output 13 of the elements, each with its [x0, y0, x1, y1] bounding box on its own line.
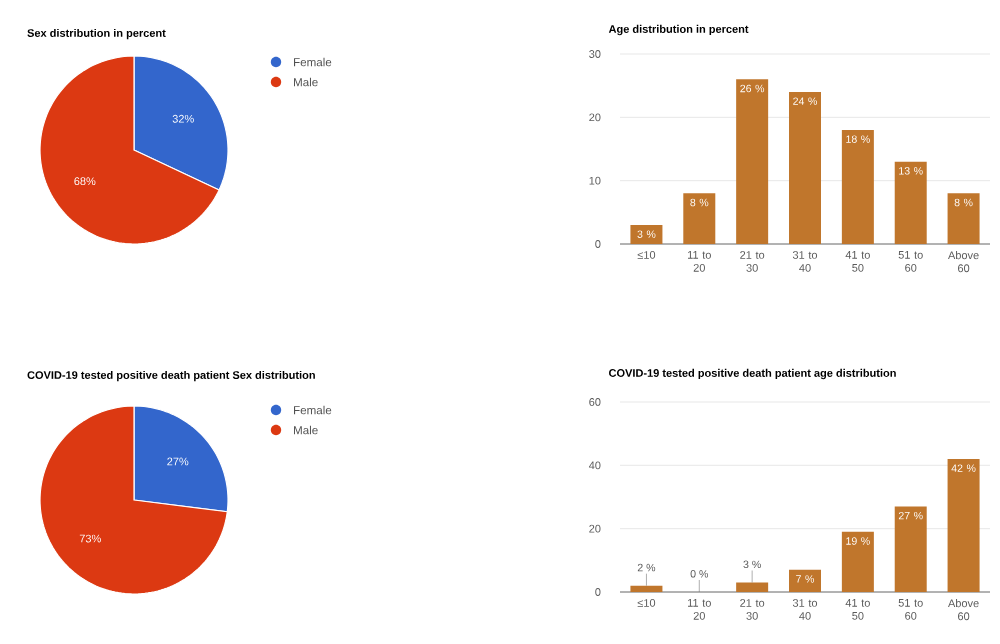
- bar: [789, 92, 821, 244]
- bar: [841, 130, 874, 244]
- bar: [736, 582, 769, 592]
- bar: [947, 458, 980, 592]
- bar: [789, 569, 821, 592]
- bar: [736, 79, 769, 244]
- bar: [894, 161, 927, 244]
- bar: [894, 506, 927, 592]
- bar: [630, 225, 663, 244]
- bar: [683, 193, 716, 244]
- bar: [630, 585, 663, 592]
- bar: [841, 531, 874, 592]
- bar: [947, 193, 980, 244]
